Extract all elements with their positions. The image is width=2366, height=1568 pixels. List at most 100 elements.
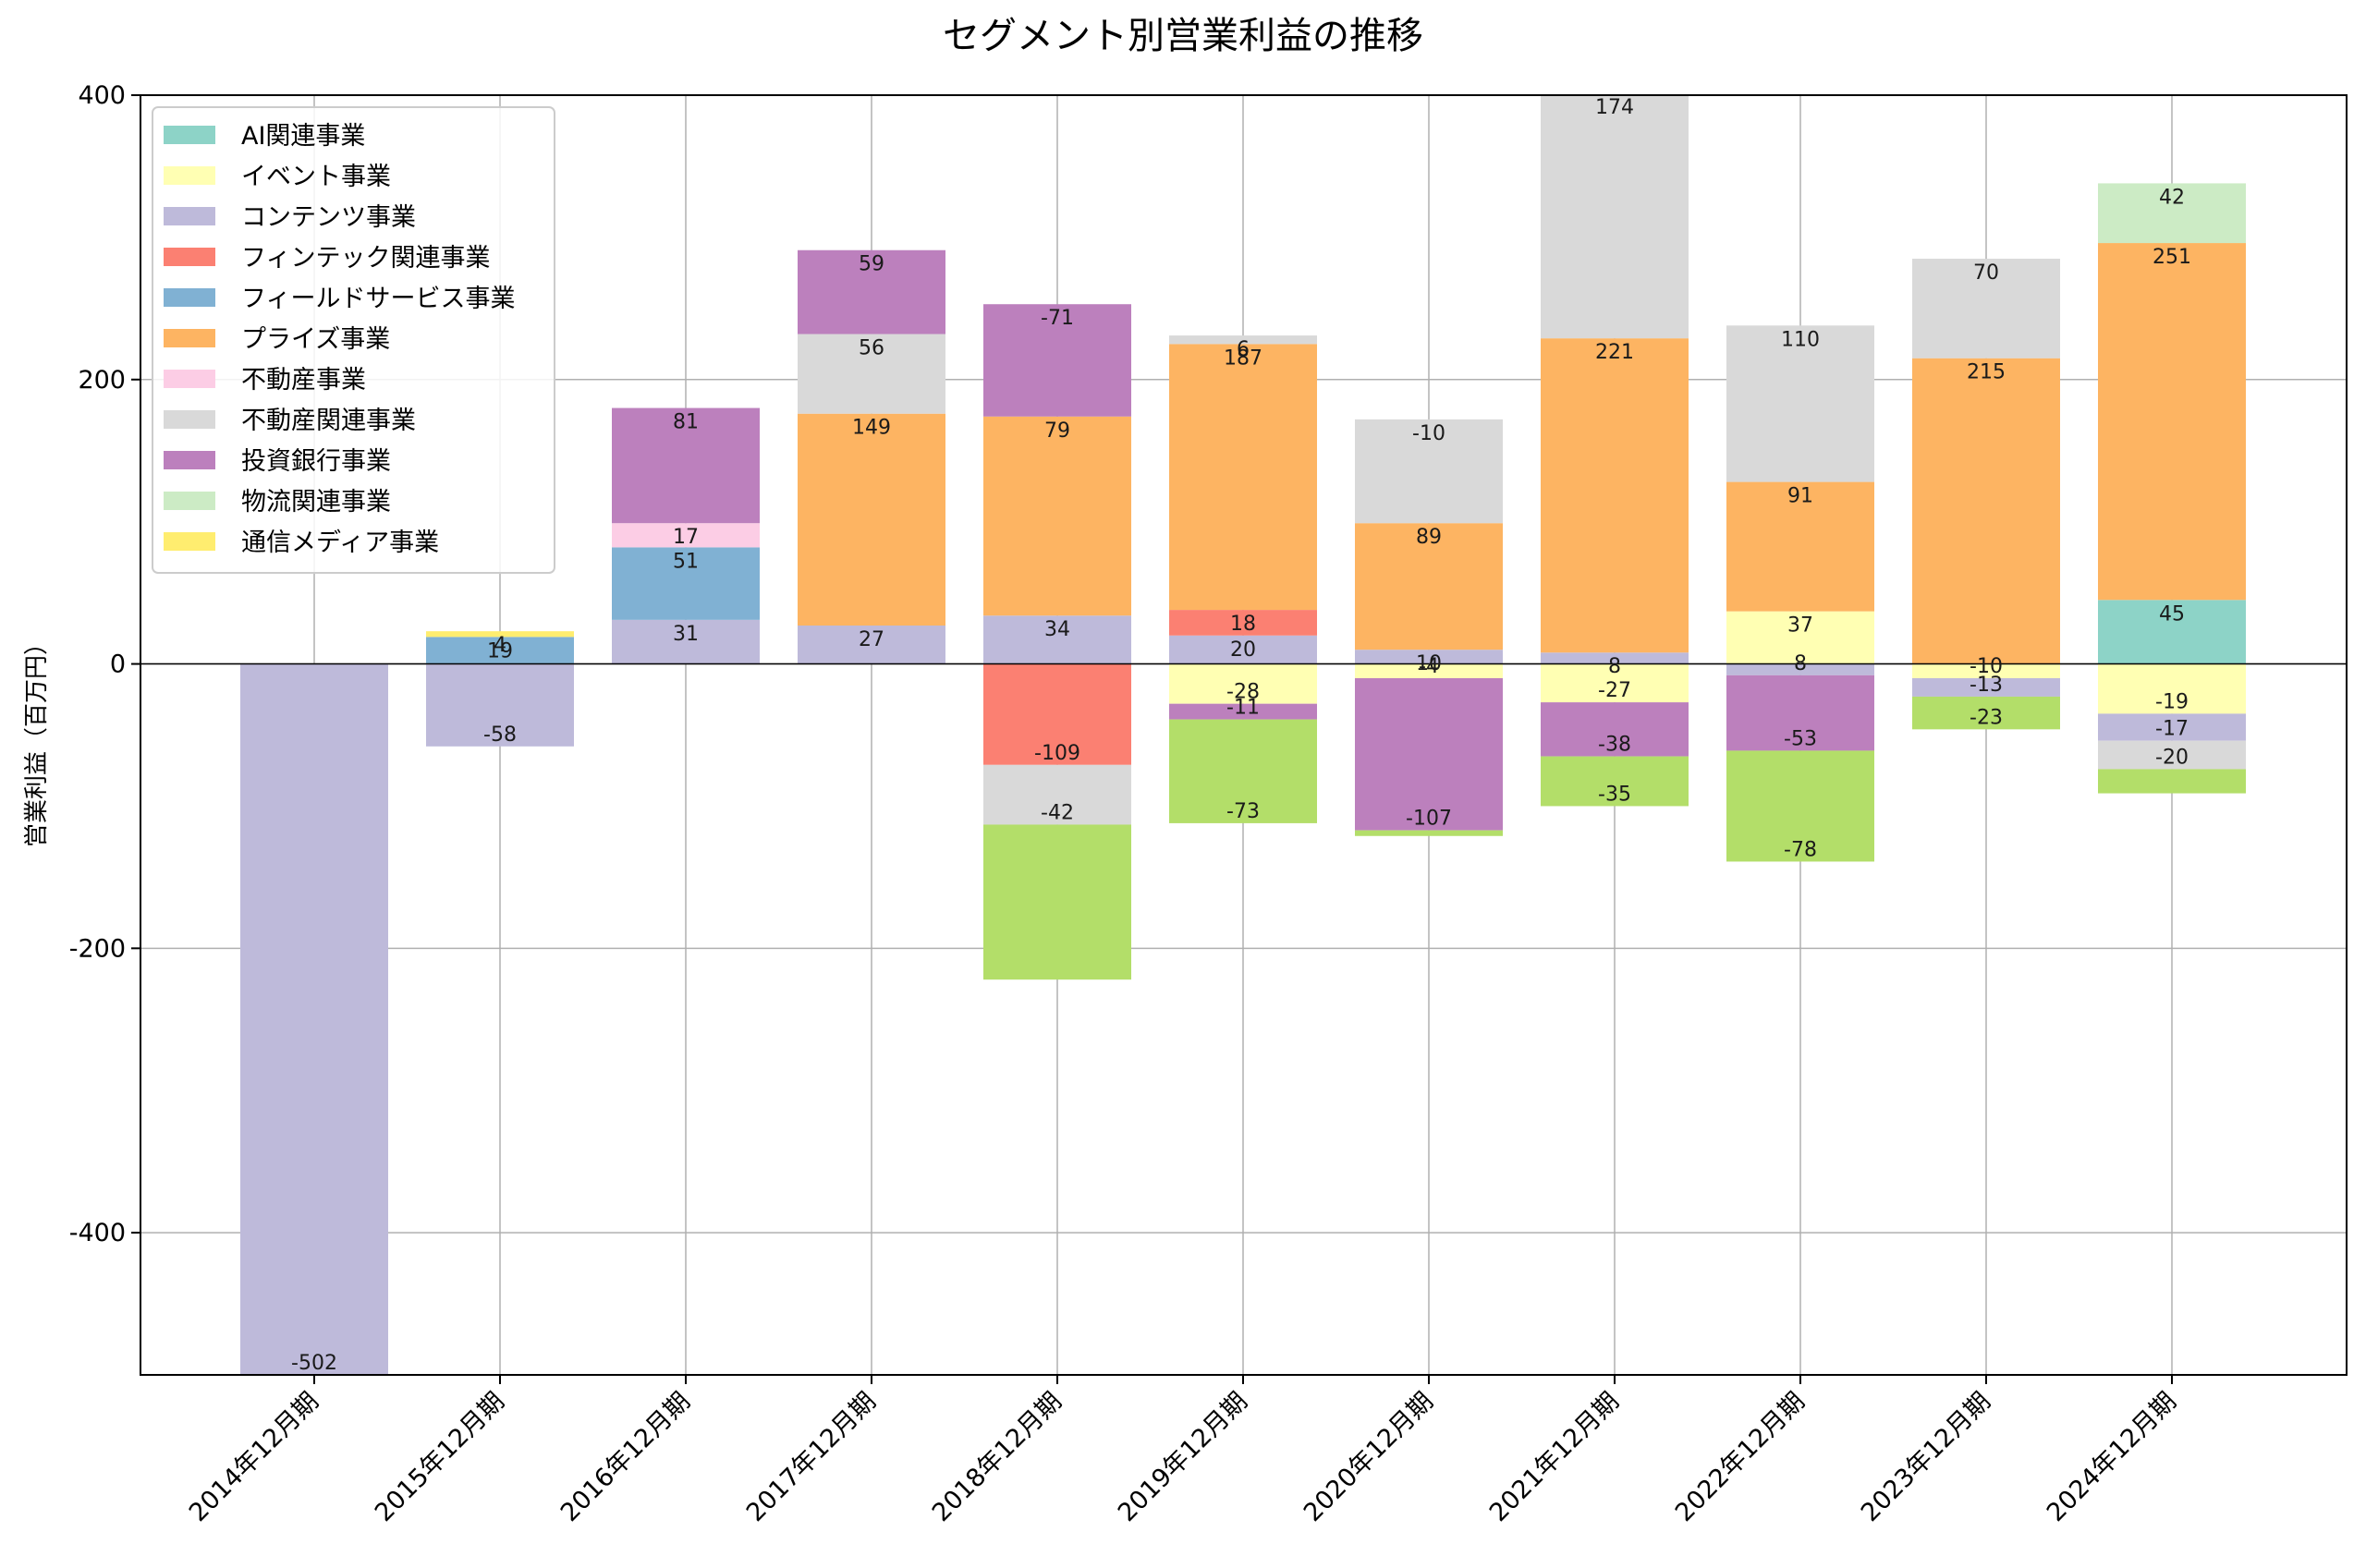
bar-value-label: 51	[673, 550, 699, 573]
bar-value-label: 89	[1416, 526, 1442, 549]
bar-segment	[1541, 756, 1689, 807]
bar-segment	[1355, 419, 1503, 524]
bar-segment	[798, 249, 945, 334]
bar-segment	[2098, 243, 2246, 601]
bar-value-label: 31	[673, 623, 699, 646]
bar-value-label: 10	[1416, 652, 1442, 675]
bar-value-label: -53	[1784, 727, 1817, 750]
bar-value-label: -38	[1598, 734, 1631, 757]
bar-segment	[1912, 677, 2060, 697]
bar-value-label: -19	[2155, 690, 2189, 713]
bar-value-label: 187	[1224, 346, 1262, 370]
bar-segment	[983, 824, 1131, 980]
bar-segment	[983, 764, 1131, 825]
bar-value-label: 18	[1230, 613, 1256, 636]
bar-value-label: 251	[2153, 246, 2191, 269]
bar-value-label: 110	[1781, 328, 1820, 351]
bar-segment	[426, 637, 574, 664]
legend-entry: フィンテック関連事業	[241, 244, 490, 273]
bar-segment	[612, 407, 760, 524]
bar-value-label: -502	[291, 1352, 337, 1375]
bar-value-label: 4	[494, 634, 506, 657]
legend-entry: フィールドサービス事業	[241, 285, 515, 313]
bar-segment	[1726, 675, 1874, 751]
bar-value-label: -42	[1041, 801, 1074, 824]
bar-value-label: -11	[1226, 697, 1260, 720]
legend-swatch	[164, 207, 215, 225]
bar-segment	[1912, 258, 2060, 359]
bar-value-label: 8	[1608, 655, 1621, 678]
bar-segment	[983, 663, 1131, 765]
legend-swatch	[164, 248, 215, 266]
bar-segment	[1355, 830, 1503, 836]
legend-swatch	[164, 329, 215, 347]
legend-entry: コンテンツ事業	[241, 203, 416, 232]
bar-value-label: 215	[1967, 361, 2006, 384]
bar-value-label: 81	[673, 411, 699, 434]
legend-entry: AI関連事業	[241, 122, 365, 151]
bar-value-label: -4	[1419, 655, 1439, 678]
bar-value-label: -109	[1034, 742, 1080, 765]
bar-segment	[2098, 769, 2246, 794]
bar-value-label: -78	[1784, 838, 1817, 861]
bar-segment	[612, 547, 760, 620]
bar-value-label: -10	[1970, 655, 2003, 678]
bar-segment	[1726, 481, 1874, 612]
legend-entry: プライズ事業	[241, 325, 390, 354]
bar-segment	[1912, 696, 2060, 730]
legend: AI関連事業イベント事業コンテンツ事業フィンテック関連事業フィールドサービス事業…	[152, 106, 555, 574]
bar-value-label: 34	[1044, 618, 1070, 641]
legend-entry: 不動産事業	[241, 366, 366, 395]
bar-value-label: -107	[1406, 808, 1452, 831]
legend-swatch	[164, 532, 215, 551]
bar-segment	[1912, 358, 2060, 664]
bar-segment	[983, 615, 1131, 664]
bar-value-label: 27	[859, 628, 884, 651]
legend-swatch	[164, 492, 215, 510]
bar-value-label: -20	[2155, 746, 2189, 769]
bar-segment	[1169, 635, 1317, 664]
bar-value-label: 6	[1237, 338, 1250, 361]
bar-segment	[1169, 703, 1317, 720]
y-axis-ticks: -400 -200 0 200 400	[69, 81, 140, 1247]
bar-value-label: 149	[852, 417, 891, 440]
bar-segment	[1355, 523, 1503, 650]
bar-value-label: -71	[1041, 307, 1074, 330]
y-tick-label: 200	[78, 366, 126, 395]
bar-value-label: -27	[1598, 679, 1631, 702]
y-axis-label: 営業利益（百万円）	[23, 631, 51, 847]
bar-segment	[1726, 750, 1874, 862]
y-tick-label: -200	[69, 934, 126, 963]
bar-segment	[1169, 663, 1317, 704]
bar-segment	[1541, 702, 1689, 757]
bar-value-label: 20	[1230, 638, 1256, 662]
bar-segment	[1912, 663, 2060, 678]
legend-swatch	[164, 288, 215, 307]
bar-segment	[983, 304, 1131, 417]
bar-segment	[2098, 663, 2246, 714]
legend-swatch	[164, 410, 215, 429]
bars	[240, 95, 2246, 1375]
bar-value-label: 174	[1595, 96, 1634, 119]
bar-value-label: 59	[859, 253, 884, 276]
bar-segment	[2098, 600, 2246, 664]
bar-segment	[1169, 719, 1317, 823]
bar-value-label: 8	[1794, 652, 1807, 675]
bar-value-label: 70	[1973, 261, 1999, 285]
legend-entry: 通信メディア事業	[241, 529, 439, 557]
legend-entry: 物流関連事業	[241, 488, 391, 517]
y-tick-label: 0	[110, 650, 126, 679]
bar-value-label: -10	[1412, 422, 1445, 445]
legend-entry: 投資銀行事業	[241, 447, 391, 476]
bar-value-label: 221	[1595, 341, 1634, 364]
bar-value-label: -28	[1226, 681, 1260, 704]
bar-segment	[1726, 325, 1874, 482]
bar-value-label: 42	[2159, 186, 2185, 209]
bar-value-label: -17	[2155, 718, 2189, 741]
bar-segment	[1169, 610, 1317, 636]
bar-segment	[426, 663, 574, 747]
bar-value-label: 79	[1044, 419, 1070, 443]
bar-segment	[798, 626, 945, 664]
